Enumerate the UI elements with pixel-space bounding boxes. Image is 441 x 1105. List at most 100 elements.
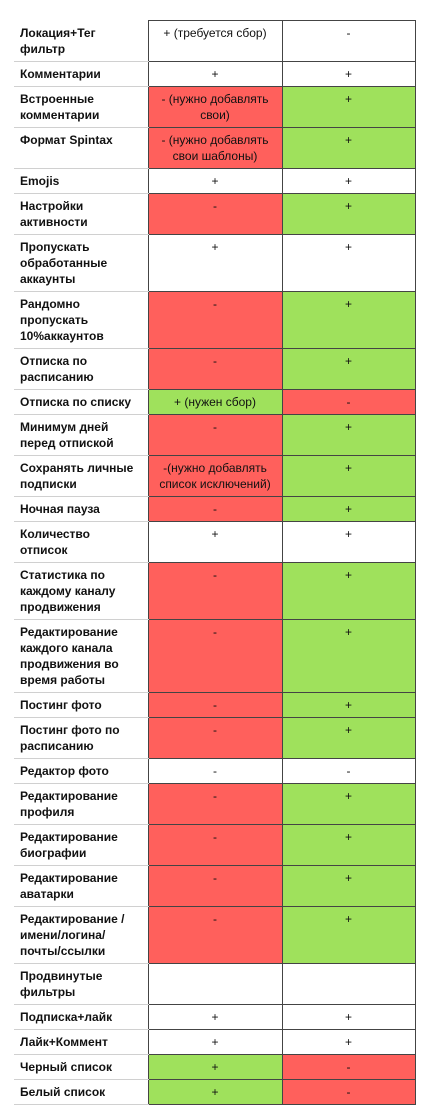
table-row: Редактирование профиля - + xyxy=(14,782,416,825)
table-row: Статистика по каждому каналу продвижения… xyxy=(14,561,416,620)
row-label: Ночная пауза xyxy=(14,496,148,522)
value-cell: + xyxy=(281,691,416,718)
value-cell: - xyxy=(147,413,283,456)
table-row: Редактирование каждого канала продвижени… xyxy=(14,618,416,693)
value-cell: + xyxy=(281,126,416,169)
value-cell: + xyxy=(281,167,416,194)
row-label: Редактирование /имени/логина/почты/ссылк… xyxy=(14,906,148,964)
table-row: Рандомно пропускать 10%аккаунтов - + xyxy=(14,290,416,349)
value-cell: + xyxy=(281,290,416,349)
value-cell: - (нужно добавлять свои) xyxy=(147,85,283,128)
comparison-table: Локация+Тег фильтр + (требуется сбор) - Ком… xyxy=(14,20,416,1105)
value-cell: - xyxy=(281,20,416,62)
table-row: Настройки активности - + xyxy=(14,192,416,235)
table-row: Emojis + + xyxy=(14,167,416,194)
value-cell: + xyxy=(281,864,416,907)
value-cell: - xyxy=(147,561,283,620)
value-cell: - xyxy=(147,864,283,907)
value-cell: - xyxy=(147,691,283,718)
row-label: Подписка+лайк xyxy=(14,1004,148,1030)
table-row: Пропускать обработанные аккаунты + + xyxy=(14,233,416,292)
table-row: Отписка по расписанию - + xyxy=(14,347,416,390)
row-label: Продвинутые фильтры xyxy=(14,963,148,1005)
page: Локация+Тег фильтр + (требуется сбор) - Ком… xyxy=(14,20,416,1105)
value-cell: - (нужно добавлять свои шаблоны) xyxy=(147,126,283,169)
row-label: Статистика по каждому каналу продвижения xyxy=(14,562,148,620)
row-label: Комментарии xyxy=(14,61,148,87)
table-row: Лайк+Коммент + + xyxy=(14,1028,416,1055)
value-cell: - xyxy=(281,757,416,784)
table-row: Отписка по списку + (нужен сбор) - xyxy=(14,388,416,415)
value-cell: + xyxy=(281,520,416,563)
value-cell: + xyxy=(147,60,283,87)
row-label: Локация+Тег фильтр xyxy=(14,20,148,62)
value-cell: + xyxy=(147,1028,283,1055)
value-cell: -(нужно добавлять список исключений) xyxy=(147,454,283,497)
row-label: Минимум дней перед отпиской xyxy=(14,414,148,456)
value-cell: + xyxy=(281,192,416,235)
row-label: Отписка по расписанию xyxy=(14,348,148,390)
row-label: Постинг фото xyxy=(14,692,148,718)
row-label: Редактор фото xyxy=(14,758,148,784)
value-cell: - xyxy=(147,618,283,693)
row-label: Редактирование биографии xyxy=(14,824,148,866)
value-cell: + xyxy=(281,60,416,87)
value-cell xyxy=(147,962,283,1005)
value-cell: - xyxy=(281,388,416,415)
row-label: Встроенные комментарии xyxy=(14,86,148,128)
value-cell: + xyxy=(147,520,283,563)
table-row: Редактирование /имени/логина/почты/ссылк… xyxy=(14,905,416,964)
value-cell: + xyxy=(281,85,416,128)
table-row: Редактирование аватарки - + xyxy=(14,864,416,907)
row-label: Emojis xyxy=(14,168,148,194)
row-label: Редактирование аватарки xyxy=(14,865,148,907)
table-body: Локация+Тег фильтр + (требуется сбор) - Ком… xyxy=(14,20,416,1105)
value-cell: + xyxy=(281,1028,416,1055)
row-label: Настройки активности xyxy=(14,193,148,235)
value-cell: + xyxy=(281,561,416,620)
value-cell: + xyxy=(147,1003,283,1030)
row-label: Лайк+Коммент xyxy=(14,1029,148,1055)
table-row: Локация+Тег фильтр + (требуется сбор) - xyxy=(14,20,416,62)
table-row: Сохранять личные подписки -(нужно добавля… xyxy=(14,454,416,497)
table-row: Белый список + - xyxy=(14,1078,416,1105)
value-cell: + xyxy=(147,167,283,194)
table-row: Формат Spintax - (нужно добавлять свои ша… xyxy=(14,126,416,169)
value-cell: + xyxy=(281,413,416,456)
value-cell: - xyxy=(147,347,283,390)
table-row: Встроенные комментарии - (нужно добавлять… xyxy=(14,85,416,128)
row-label: Формат Spintax xyxy=(14,127,148,169)
value-cell: - xyxy=(147,823,283,866)
value-cell: + (требуется сбор) xyxy=(147,20,283,62)
value-cell: + xyxy=(147,233,283,292)
value-cell: + xyxy=(147,1053,283,1080)
value-cell: - xyxy=(147,782,283,825)
value-cell: + xyxy=(281,716,416,759)
row-label: Редактирование каждого канала продвижени… xyxy=(14,619,148,693)
value-cell: + xyxy=(147,1078,283,1105)
value-cell: + xyxy=(281,347,416,390)
value-cell: + xyxy=(281,823,416,866)
value-cell: - xyxy=(147,192,283,235)
row-label: Пропускать обработанные аккаунты xyxy=(14,234,148,292)
value-cell: - xyxy=(281,1053,416,1080)
row-label: Количество отписок xyxy=(14,521,148,563)
value-cell: + xyxy=(281,233,416,292)
table-row: Подписка+лайк + + xyxy=(14,1003,416,1030)
table-row: Минимум дней перед отпиской - + xyxy=(14,413,416,456)
table-row: Продвинутые фильтры xyxy=(14,962,416,1005)
value-cell: + xyxy=(281,1003,416,1030)
row-label: Отписка по списку xyxy=(14,389,148,415)
row-label: Белый список xyxy=(14,1079,148,1105)
value-cell: + xyxy=(281,905,416,964)
table-row: Количество отписок + + xyxy=(14,520,416,563)
table-row: Редактирование биографии - + xyxy=(14,823,416,866)
table-row: Комментарии + + xyxy=(14,60,416,87)
value-cell: + xyxy=(281,618,416,693)
table-row: Постинг фото - + xyxy=(14,691,416,718)
value-cell: - xyxy=(147,716,283,759)
table-row: Постинг фото по расписанию - + xyxy=(14,716,416,759)
value-cell: - xyxy=(147,905,283,964)
row-label: Сохранять личные подписки xyxy=(14,455,148,497)
value-cell: + xyxy=(281,454,416,497)
